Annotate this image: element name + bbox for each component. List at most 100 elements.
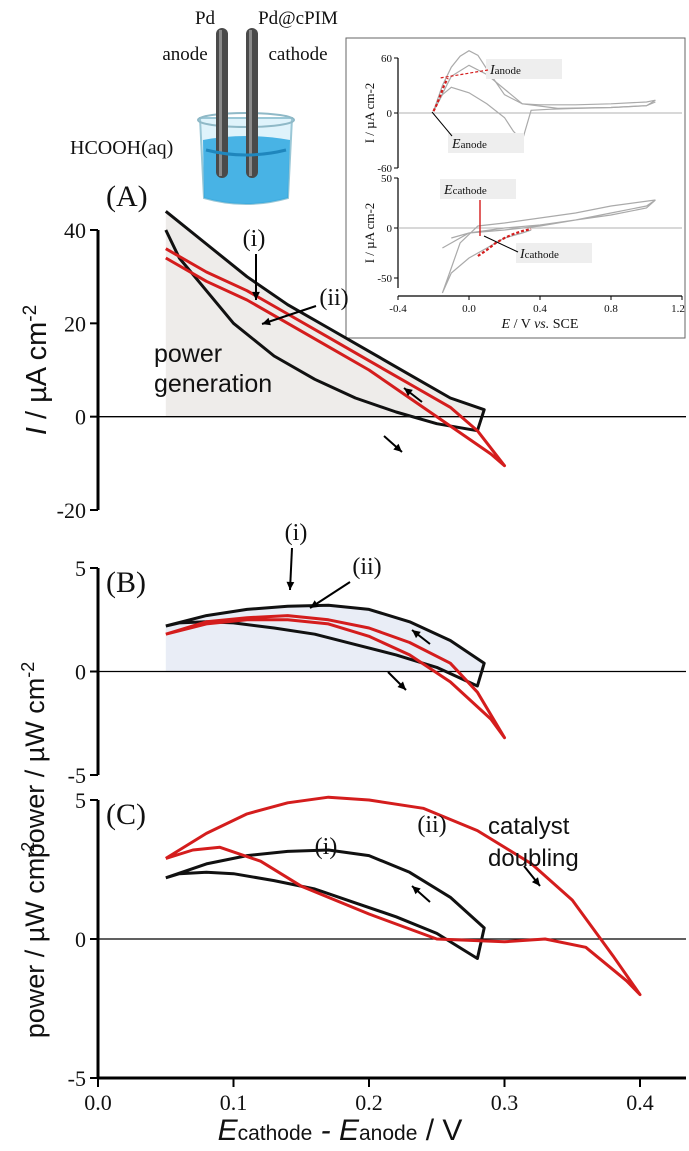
y-tick-label: -5: [68, 1066, 86, 1091]
shaded-label-line1: power: [154, 340, 222, 368]
inset-label-i-anode-subscript: anode: [495, 65, 521, 77]
inset-y-tick-label: 0: [387, 223, 393, 235]
inset-label-i-cathode-bg: [516, 243, 592, 263]
inset-series-1: [442, 199, 656, 249]
note-line2: doubling: [488, 845, 579, 872]
inset-label-i-cathode: Icathode: [519, 247, 559, 262]
x-label-e1: E: [218, 1114, 239, 1147]
sweep-arrow-up-head: [412, 630, 421, 639]
panel-label: (B): [106, 566, 146, 599]
y-tick-label: 0: [75, 405, 86, 430]
y-tick-label: 20: [64, 311, 86, 336]
cathode-metal-label: Pd@cPIM: [258, 8, 338, 29]
sweep-arrow-down-head: [397, 681, 406, 690]
series-i-curve: [165, 603, 486, 688]
sweep-arrow-down-head: [531, 877, 540, 886]
inset-label-e-cathode-subscript: cathode: [453, 185, 487, 197]
inset-label-e-anode-symbol: E: [451, 137, 461, 152]
series-ii-curve: [165, 614, 506, 740]
inset-label-i-anode-symbol: I: [489, 63, 496, 78]
electrochemical-cell-illustration: Pd anode Pd@cPIM cathode HCOOH(aq): [70, 8, 338, 205]
inset-x-tick-label: 1.2: [671, 303, 685, 315]
x-label-sub2: anode: [359, 1122, 417, 1145]
inset-x-label: E / V vs. SCE: [501, 317, 579, 332]
inset-series-2: [477, 227, 532, 257]
y-tick-label: 0: [75, 927, 86, 952]
y-label-symbol: I: [21, 427, 53, 435]
inset-label-i-cathode-subscript: cathode: [525, 249, 559, 261]
anode-electrode-highlight: [219, 30, 222, 176]
annotation-i: (i): [243, 226, 266, 252]
power-label-text: power / µW cm: [20, 858, 50, 1039]
inset-label-e-cathode: Ecathode: [443, 183, 487, 198]
inset-y-tick-label: 0: [387, 108, 393, 120]
annotation-i: (i): [285, 520, 308, 546]
x-tick-label: 0.4: [626, 1090, 654, 1115]
y-tick-label: 40: [64, 218, 86, 243]
annotation-ii-arrow-head: [310, 600, 319, 608]
cathode-electrode-highlight: [249, 30, 252, 176]
inset-y-tick-label: 60: [381, 53, 393, 65]
inset-i-cathode-pointer: [483, 235, 519, 253]
inset-label-e-cathode-symbol: E: [443, 183, 453, 198]
annotation-ii: (ii): [319, 285, 348, 311]
y-tick-label: 5: [75, 788, 86, 813]
liquid-surface: [205, 148, 287, 157]
annotation-i-arrow-head: [252, 291, 260, 300]
inset-label-e-anode-bg: [448, 133, 524, 153]
inset-y-label: I / µA cm-2: [362, 203, 377, 264]
sweep-arrow-up-head: [412, 886, 421, 895]
x-tick-label: 0.3: [491, 1090, 519, 1115]
power-generation-shading: [165, 211, 485, 417]
series-i-curve: [165, 848, 486, 960]
inset-x-label-vs: vs.: [534, 317, 549, 332]
inset-label-i-anode: Ianode: [489, 63, 521, 78]
inset-series-0: [432, 50, 656, 142]
x-axis-label: Ecathode - Eanode / V: [218, 1114, 463, 1147]
anode-role-label: anode: [162, 44, 207, 65]
annotation-i: (i): [315, 834, 338, 860]
inset-x-tick-label: -0.4: [389, 303, 407, 315]
inset-x-label-ref: SCE: [549, 317, 578, 332]
note-line1: catalyst: [488, 813, 570, 840]
y-axis-label-current: I / µA cm-2: [20, 305, 54, 435]
y-tick-label: -5: [68, 763, 86, 788]
annotation-i-arrow-head: [286, 581, 295, 590]
inset-cathode-plot: 50 0 -50I / µA cm-2 -0.4 0.0 0.4 0.8 1.2 E / V v…: [362, 173, 685, 332]
x-tick-label: 0.0: [84, 1090, 112, 1115]
series-ii-curve: [165, 795, 642, 997]
y-tick-label: 0: [75, 660, 86, 685]
annotation-ii: (ii): [417, 812, 446, 838]
inset-x-label-e: E: [501, 317, 511, 332]
x-label-e2: - E: [312, 1114, 360, 1147]
inset-label-i-cathode-symbol: I: [519, 247, 526, 262]
power-axis-label-c: power / µW cm-2: [18, 842, 50, 1039]
power-label-text: power / µW cm: [20, 678, 50, 859]
power-axis-label-b: power / µW cm-2: [18, 662, 50, 859]
x-tick-label: 0.1: [220, 1090, 248, 1115]
annotation-ii-arrow-head: [262, 317, 271, 326]
sweep-arrow-up-head: [404, 388, 413, 397]
x-label-sub1: cathode: [238, 1122, 313, 1145]
shaded-label-line2: generation: [154, 370, 272, 398]
cathode-role-label: cathode: [268, 44, 327, 65]
power-label-exponent: -2: [18, 842, 38, 858]
inset-x-tick-label: 0.0: [462, 303, 476, 315]
annotation-ii: (ii): [352, 554, 381, 580]
x-label-units: / V: [417, 1114, 462, 1147]
y-label-units: / µA cm: [21, 322, 53, 427]
inset-series-2: [432, 77, 449, 112]
inset-x-tick-label: 0.4: [533, 303, 547, 315]
inset-y-tick-label: -50: [377, 273, 392, 285]
inset-y-tick-label: 50: [381, 173, 393, 185]
sweep-arrow-down-head: [393, 443, 402, 452]
inset-frame: [345, 37, 686, 339]
inset-label-i-anode-bg: [486, 59, 562, 79]
power-label-exponent: -2: [18, 662, 38, 678]
inset-x-label-units: / V: [510, 317, 534, 332]
inset-x-tick-label: 0.8: [604, 303, 618, 315]
x-tick-label: 0.2: [355, 1090, 383, 1115]
